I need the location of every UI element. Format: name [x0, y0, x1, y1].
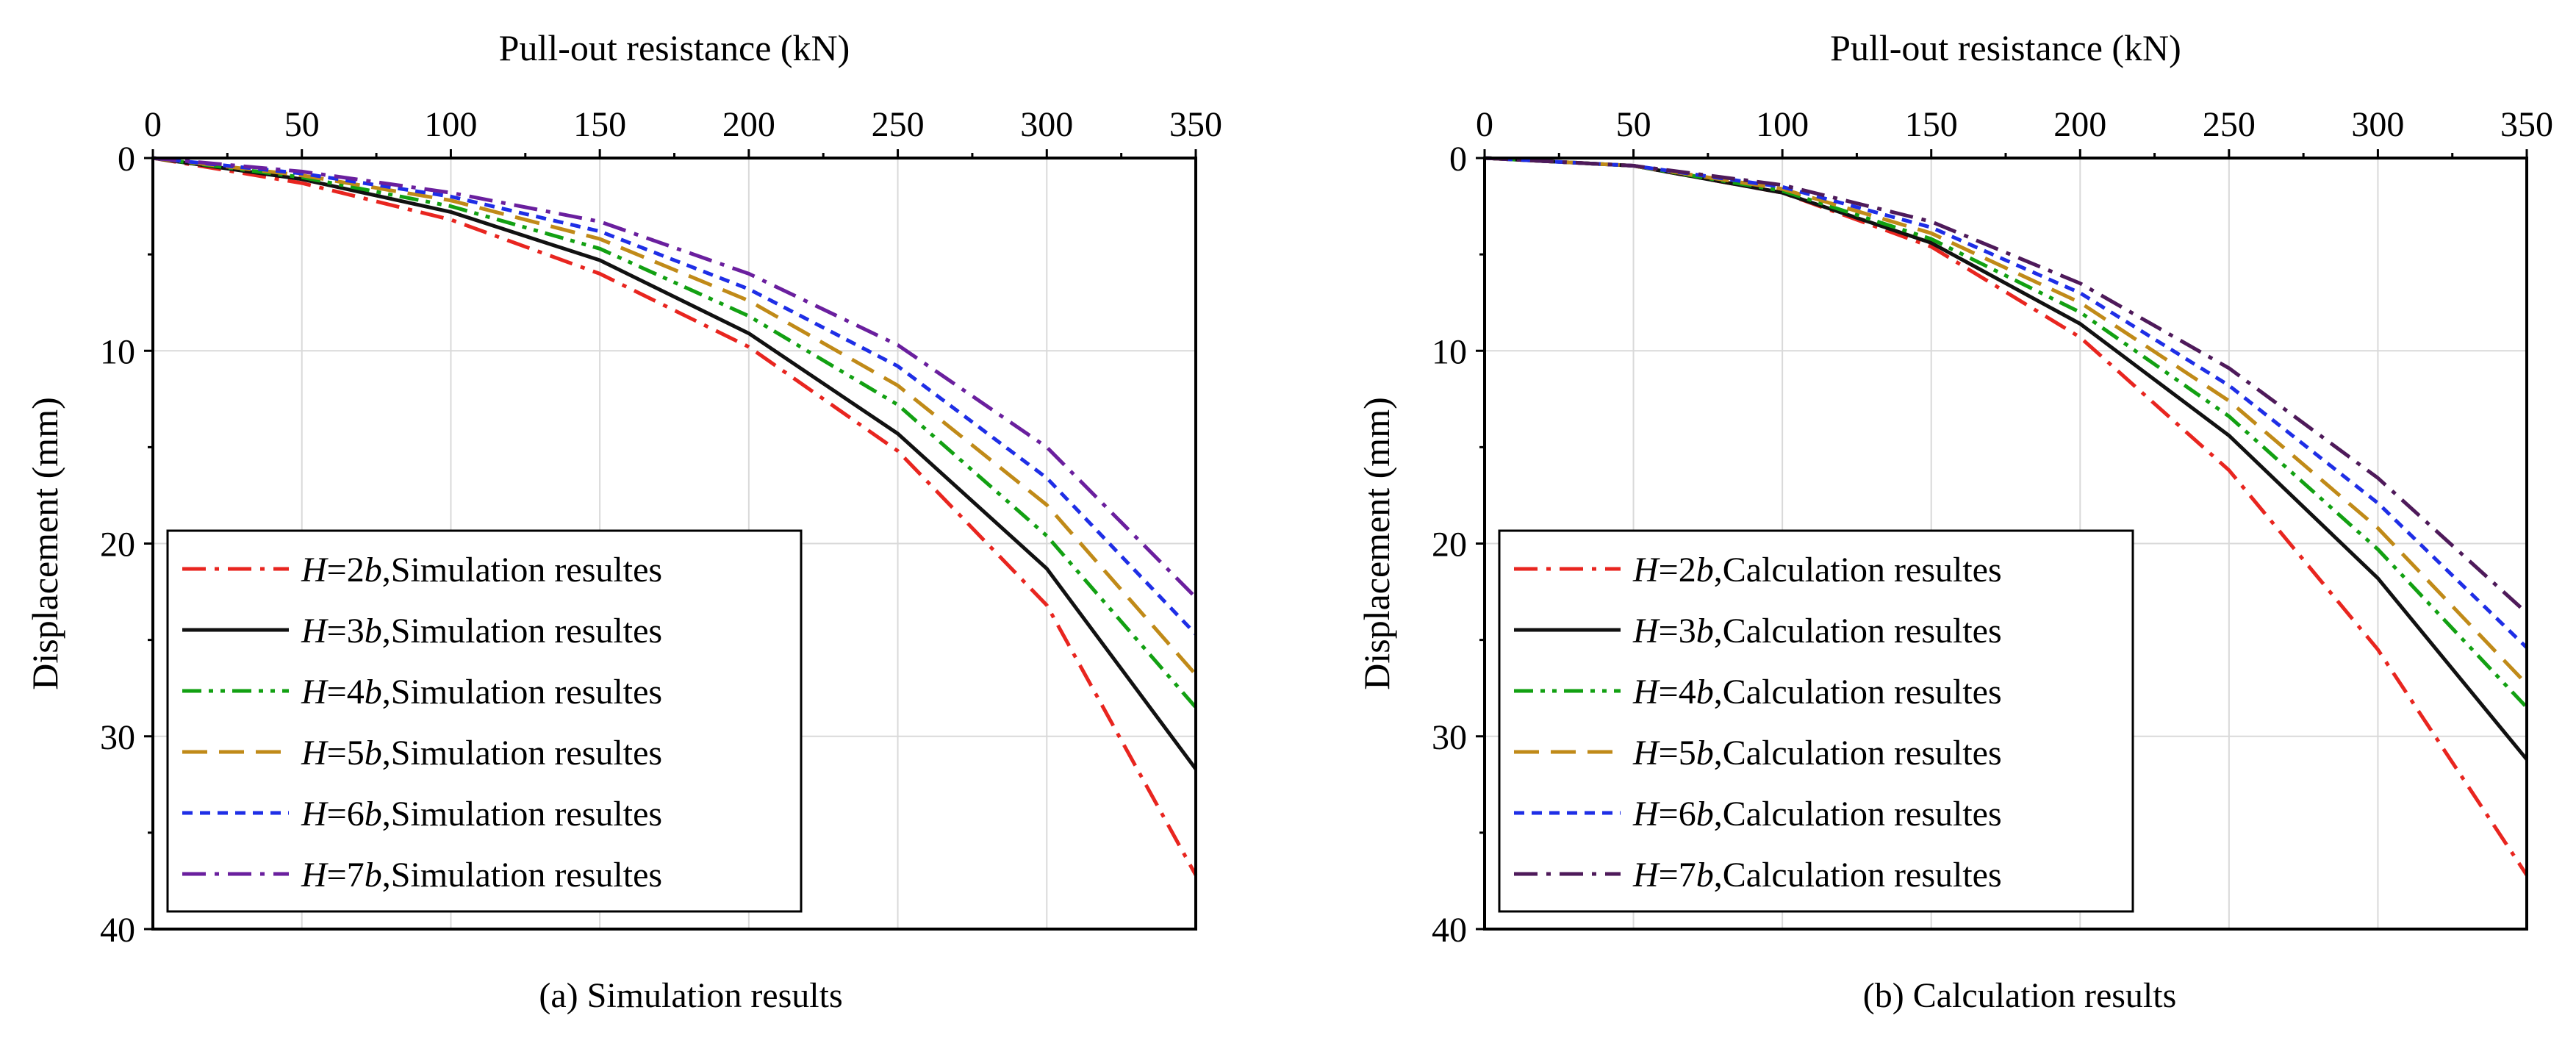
legend-label: H=5b,Simulation resultes [301, 734, 662, 773]
x-tick-label: 250 [872, 105, 925, 144]
y-tick-label: 20 [100, 526, 135, 564]
series-line-h7b [152, 156, 1197, 599]
x-tick-label: 300 [2351, 105, 2404, 144]
x-axis-title: Pull-out resistance (kN) [499, 27, 850, 68]
legend-label: H=3b,Calculation resultes [1632, 612, 2002, 650]
y-tick-label: 10 [1432, 332, 1467, 371]
legend-label: H=7b,Calculation resultes [1632, 856, 2002, 895]
x-axis-title: Pull-out resistance (kN) [1830, 27, 2181, 68]
legend: H=2b,Calculation resultes H=3b,Calculatio… [1498, 529, 2134, 913]
series-line-h6b [1484, 156, 2528, 649]
series-line-h4b [152, 156, 1197, 709]
legend-label: H=7b,Simulation resultes [301, 856, 662, 895]
legend-label: H=4b,Calculation resultes [1632, 673, 2002, 712]
legend: H=2b,Simulation resultes H=3b,Simulation … [166, 529, 803, 913]
x-tick-label: 0 [1476, 105, 1493, 144]
y-tick-label: 30 [1432, 718, 1467, 757]
legend-box [1498, 529, 2134, 913]
x-tick-label: 350 [1169, 105, 1222, 144]
y-tick-label: 0 [118, 140, 135, 179]
x-tick-label: 200 [2053, 105, 2106, 144]
x-tick-label: 350 [2500, 105, 2553, 144]
figure-caption: (b) Calculation results [1863, 976, 2177, 1015]
y-tick-label: 30 [100, 718, 135, 757]
x-tick-label: 100 [424, 105, 477, 144]
y-tick-label: 0 [1449, 140, 1467, 179]
x-tick-label: 50 [1616, 105, 1651, 144]
figure-caption: (a) Simulation results [539, 976, 842, 1015]
x-tick-label: 100 [1756, 105, 1809, 144]
series-line-h3b [1484, 156, 2528, 761]
legend-label: H=2b,Calculation resultes [1632, 551, 2002, 589]
series-line-h3b [152, 156, 1198, 770]
series-line-h6b [152, 156, 1197, 636]
legend-label: H=4b,Simulation resultes [301, 673, 662, 712]
x-tick-label: 150 [573, 105, 626, 144]
chart-panel-simulation: 0 50 100 150 200 250 300 350 0 10 20 30 40 Pull-out r… [24, 27, 1222, 1015]
legend-label: H=5b,Calculation resultes [1632, 734, 2002, 773]
series-line-h5b [152, 156, 1197, 676]
legend-label: H=2b,Simulation resultes [301, 551, 662, 589]
x-tick-label: 250 [2203, 105, 2256, 144]
x-tick-label: 200 [722, 105, 775, 144]
legend-label: H=6b,Simulation resultes [301, 795, 662, 834]
x-tick-label: 0 [144, 105, 162, 144]
legend-label: H=3b,Simulation resultes [301, 612, 662, 650]
legend-box [166, 529, 803, 913]
series-line-h5b [1484, 156, 2528, 686]
y-tick-label: 10 [100, 332, 135, 371]
y-tick-label: 20 [1432, 526, 1467, 564]
y-axis-title: Displacement (mm) [24, 397, 65, 690]
x-tick-label: 50 [284, 105, 320, 144]
series-line-h2b [152, 156, 1198, 876]
chart-panel-calculation: 0 50 100 150 200 250 300 350 0 10 20 30 40 Pull-out r… [1356, 27, 2553, 1015]
series-line-h4b [1484, 156, 2528, 709]
x-tick-label: 150 [1905, 105, 1958, 144]
y-tick-label: 40 [1432, 911, 1467, 950]
legend-label: H=6b,Calculation resultes [1632, 795, 2002, 834]
y-axis-title: Displacement (mm) [1356, 397, 1397, 690]
x-tick-label: 300 [1020, 105, 1073, 144]
y-tick-label: 40 [100, 911, 135, 950]
